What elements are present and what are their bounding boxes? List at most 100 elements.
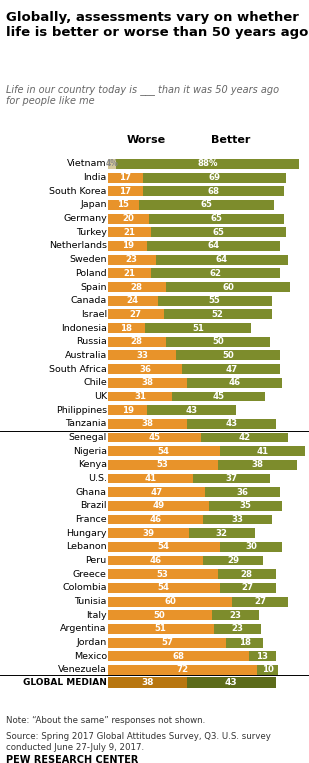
Text: South Africa: South Africa [49,365,107,374]
Bar [108,677,187,687]
Text: 43: 43 [225,420,237,428]
Text: 19: 19 [121,241,133,250]
Bar [187,677,276,687]
Bar [151,269,280,278]
Bar [176,350,280,360]
Text: 60: 60 [222,282,234,291]
Bar [147,405,236,415]
Bar [108,638,226,648]
Text: 4%: 4% [106,159,118,169]
Text: 30: 30 [245,542,257,552]
Bar [108,569,218,579]
Text: 64: 64 [208,241,220,250]
Bar [108,488,205,497]
Text: 18: 18 [239,638,251,647]
Bar [187,378,282,388]
Text: 43: 43 [186,406,198,414]
Bar [108,610,212,620]
Text: Chile: Chile [83,378,107,388]
Text: Russia: Russia [76,337,107,346]
Bar [108,214,149,224]
Text: 52: 52 [212,310,224,319]
Text: France: France [75,515,107,524]
Bar [149,214,284,224]
Text: 18: 18 [121,324,133,333]
Text: 24: 24 [127,296,139,305]
Text: 23: 23 [231,624,243,633]
Text: 27: 27 [254,597,266,606]
Text: Japan: Japan [80,201,107,209]
Text: 50: 50 [212,337,224,346]
Bar [139,200,274,210]
Bar [108,269,151,278]
Text: Netherlands: Netherlands [49,241,107,250]
Text: 36: 36 [139,365,151,374]
Text: 33: 33 [231,515,243,524]
Text: 65: 65 [213,228,225,237]
Text: 60: 60 [164,597,176,606]
Text: Poland: Poland [75,269,107,278]
Bar [108,282,166,292]
Text: 53: 53 [157,460,169,469]
Text: 41: 41 [256,446,269,456]
Text: 39: 39 [142,529,154,538]
Text: 65: 65 [211,214,223,223]
Bar [203,555,263,565]
Text: 36: 36 [237,488,249,497]
Bar [108,172,143,182]
Bar [220,446,305,456]
Text: 17: 17 [119,173,132,182]
Bar [220,583,276,593]
Bar [108,159,116,169]
Bar [108,200,139,210]
Text: Hungary: Hungary [66,529,107,538]
Text: Source: Spring 2017 Global Attitudes Survey, Q3. U.S. survey
conducted June 27-J: Source: Spring 2017 Global Attitudes Sur… [6,732,271,752]
Text: 10: 10 [262,665,273,674]
Text: 49: 49 [153,501,165,510]
Bar [183,364,280,374]
Text: Vietnam: Vietnam [67,159,107,169]
Text: 38: 38 [141,420,153,428]
Text: 54: 54 [158,446,170,456]
Text: Jordan: Jordan [77,638,107,647]
Text: 21: 21 [124,228,136,237]
Bar [108,446,220,456]
Bar [201,433,288,443]
Text: 28: 28 [131,337,143,346]
Text: UK: UK [94,392,107,401]
Bar [108,391,172,401]
Bar [214,624,261,634]
Text: PEW RESEARCH CENTER: PEW RESEARCH CENTER [6,755,138,763]
Bar [193,474,269,484]
Text: Greece: Greece [73,570,107,579]
Text: Germany: Germany [63,214,107,223]
Text: 68: 68 [172,652,184,661]
Bar [143,186,284,196]
Text: 46: 46 [150,556,162,565]
Bar [108,597,232,607]
Text: 65: 65 [201,201,212,209]
Text: Peru: Peru [86,556,107,565]
Bar [166,336,269,346]
Bar [158,296,272,306]
Text: Indonesia: Indonesia [61,324,107,333]
Bar [108,501,210,510]
Text: 42: 42 [239,433,251,442]
Text: 64: 64 [216,255,228,264]
Text: U.S.: U.S. [88,474,107,483]
Bar [108,474,193,484]
Text: 47: 47 [150,488,163,497]
Text: 41: 41 [144,474,156,483]
Text: 27: 27 [242,584,254,592]
Text: 62: 62 [210,269,222,278]
Bar [108,241,147,251]
Text: 28: 28 [241,570,253,579]
Bar [151,227,286,237]
Text: 35: 35 [240,501,252,510]
Bar [108,433,201,443]
Text: Sweden: Sweden [69,255,107,264]
Bar [108,186,143,196]
Bar [220,542,282,552]
Text: 51: 51 [192,324,204,333]
Bar [108,310,164,319]
